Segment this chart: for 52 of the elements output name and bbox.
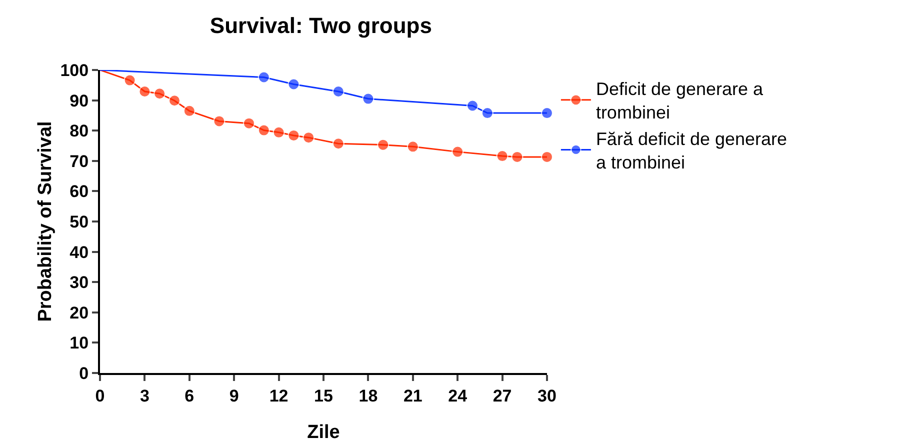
- x-tick-label: 24: [448, 386, 468, 406]
- point: [124, 74, 136, 86]
- point: [332, 86, 344, 98]
- y-tick-label: 70: [70, 152, 89, 171]
- point: [496, 150, 508, 162]
- x-tick-label: 18: [358, 386, 378, 406]
- y-axis-title: Probability of Survival: [35, 121, 56, 322]
- y-tick-label: 40: [70, 242, 89, 262]
- y-tick-label: 0: [79, 364, 89, 383]
- point: [481, 107, 494, 120]
- point: [466, 100, 478, 112]
- point: [541, 150, 553, 163]
- point: [332, 138, 344, 150]
- y-tick-label: 100: [60, 60, 89, 80]
- y-tick-label: 80: [70, 122, 89, 141]
- point: [272, 126, 285, 138]
- y-tick-label: 20: [70, 303, 89, 322]
- x-tick-label: 12: [269, 386, 288, 406]
- y-tick-label: 50: [70, 212, 89, 232]
- y-tick-label: 10: [70, 334, 89, 353]
- point: [154, 88, 166, 100]
- point: [511, 150, 524, 163]
- y-tick-label: 60: [70, 182, 89, 202]
- point: [183, 104, 196, 117]
- point: [377, 138, 390, 151]
- x-tick-label: 6: [184, 386, 194, 406]
- x-tick-label: 3: [140, 386, 150, 406]
- point: [406, 140, 419, 153]
- x-tick-label: 15: [314, 386, 333, 406]
- y-tick-label: 90: [70, 91, 89, 110]
- y-tick-label: 30: [70, 273, 89, 292]
- x-tick-label: 0: [95, 386, 105, 406]
- x-axis-title: Zile: [307, 422, 340, 443]
- point: [288, 129, 300, 142]
- point: [138, 86, 151, 98]
- legend-label: Deficit de generare a trombinei: [596, 79, 764, 123]
- x-tick-label: 9: [229, 386, 239, 406]
- point: [288, 78, 300, 90]
- point: [362, 92, 374, 105]
- x-tick-label: 27: [492, 386, 512, 406]
- point: [258, 71, 270, 84]
- point: [243, 117, 255, 130]
- chart-title: Survival: Two groups: [210, 13, 432, 38]
- point: [302, 132, 315, 144]
- point: [258, 124, 270, 136]
- point: [452, 146, 464, 158]
- point: [168, 94, 180, 107]
- x-tick-label: 21: [403, 386, 422, 406]
- legend-label: Fără deficit de generare a trombinei: [596, 129, 788, 172]
- x-tick-label: 30: [538, 386, 556, 406]
- point: [213, 115, 226, 128]
- point: [541, 107, 553, 120]
